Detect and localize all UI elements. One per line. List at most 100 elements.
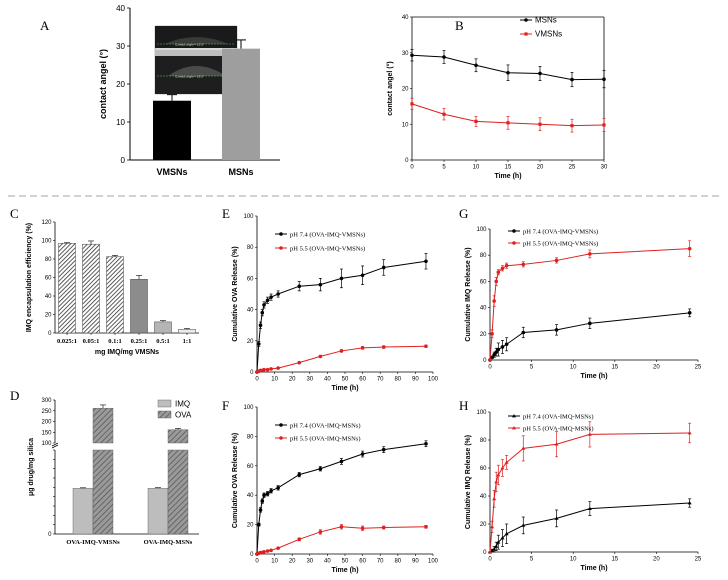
data-point	[494, 480, 499, 484]
x-axis-label: Time (h)	[580, 565, 607, 572]
data-point	[490, 332, 494, 336]
y-tick-label: 80	[45, 257, 52, 263]
data-point	[687, 311, 692, 315]
x-tick-label: 10	[570, 557, 577, 563]
x-tick-label: 40	[324, 559, 331, 565]
data-point	[588, 321, 592, 326]
data-point	[521, 446, 526, 450]
y-tick-label: 40	[402, 15, 409, 21]
data-point	[258, 508, 263, 512]
chart-H: 0 5 10 15 20 25 0 20 40 60 80 100 Time (h) Cumulative…	[465, 410, 702, 572]
x-tick-label: 10	[271, 377, 278, 383]
bar-0.1:1	[106, 256, 124, 334]
data-point	[269, 367, 273, 371]
data-point	[424, 525, 428, 529]
x-tick-label: 20	[289, 377, 296, 383]
y-axis-label: contact angel (°)	[98, 49, 108, 119]
y-tick-label: 60	[45, 276, 52, 282]
data-point	[381, 265, 386, 270]
bar-1:1	[178, 329, 196, 334]
x-tick-label: 0	[255, 559, 259, 565]
data-point	[500, 536, 505, 540]
y-tick-label: 100	[243, 405, 254, 411]
y-tick-label: 100	[41, 441, 52, 447]
bar-IMQ	[147, 488, 169, 535]
data-point	[339, 276, 344, 281]
legend-marker	[512, 426, 516, 430]
data-point	[490, 524, 495, 529]
chart-G: 0 5 10 15 20 25 0 20 40 60 80 100 Time (h) Cumulative…	[465, 227, 702, 380]
x-axis-label: mg IMQ/mg VMSNs	[95, 349, 159, 356]
y-tick-label: 0	[121, 156, 126, 165]
data-point	[381, 525, 386, 530]
x-tick-label: 25	[695, 365, 702, 371]
y-tick-label: 10	[116, 118, 125, 127]
bar-VMSNs	[153, 100, 191, 160]
data-point	[602, 123, 606, 127]
y-tick-label: 20	[247, 339, 254, 345]
data-point	[500, 266, 505, 271]
x-tick-label: 25	[695, 557, 702, 563]
x-tick-label: 40	[324, 377, 331, 383]
x-tick-label: 15	[505, 165, 512, 171]
data-point	[424, 344, 428, 349]
data-point	[492, 352, 496, 357]
legend-label: pH 5.5 (OVA-IMQ-MSNs)	[523, 425, 593, 432]
bar-0.5:1	[154, 321, 172, 334]
x-tick-label: 25	[569, 165, 576, 171]
legend-label: IMQ	[175, 399, 190, 408]
x-tick-label: 90	[412, 559, 419, 565]
data-point	[554, 328, 559, 332]
panel-label-H: H	[459, 398, 468, 413]
data-point	[488, 550, 492, 554]
x-tick-label: 80	[394, 377, 401, 383]
y-axis-label: IMQ encapsulation efficiency (%)	[26, 223, 33, 332]
data-point	[474, 119, 478, 123]
data-point	[521, 330, 526, 335]
bar-OVA-upper	[92, 407, 114, 444]
y-tick-label: 80	[480, 438, 487, 444]
y-axis-label: Cumulative IMQ Release (%)	[465, 435, 472, 529]
y-tick-label: 40	[480, 306, 487, 312]
bar-0.05:1	[82, 243, 100, 334]
data-point	[265, 491, 270, 496]
y-tick-label: 0	[483, 550, 487, 556]
data-point	[588, 252, 592, 256]
x-tick-label: 80	[394, 559, 401, 565]
series-line-2	[489, 248, 690, 361]
data-point	[269, 295, 273, 299]
data-point	[442, 112, 446, 116]
legend-label: MSNs	[535, 15, 557, 24]
data-point	[474, 63, 478, 68]
y-tick-label: 80	[480, 253, 487, 259]
y-tick-label: 40	[480, 494, 487, 500]
y-tick-label: 60	[247, 464, 254, 470]
data-point	[262, 303, 266, 307]
y-tick-label: 200	[41, 420, 52, 426]
data-point	[570, 77, 574, 82]
panel-label-F: F	[222, 398, 229, 413]
data-point	[570, 124, 574, 128]
x-tick-label: 30	[306, 377, 313, 383]
x-tick-label: 0	[410, 165, 414, 171]
x-tick-label: 5	[530, 365, 534, 371]
data-point	[492, 496, 497, 501]
data-point	[360, 526, 365, 531]
y-tick-label: 0	[483, 358, 487, 364]
x-tick-label: 90	[412, 377, 419, 383]
data-point	[297, 472, 302, 477]
data-point	[269, 548, 273, 553]
y-tick-label: 0	[48, 532, 52, 538]
data-point	[687, 246, 692, 251]
data-point	[381, 447, 386, 452]
panel-label-G: G	[459, 206, 468, 221]
y-tick-label: 60	[480, 466, 487, 472]
data-point	[488, 358, 492, 362]
chart-A: 0 10 20 30 40 contact angel (°) VMSNs MSNs	[98, 4, 280, 177]
data-point	[360, 273, 365, 278]
y-tick-label: 30	[402, 51, 409, 57]
data-point	[521, 262, 526, 267]
legend-label: VMSNs	[535, 29, 562, 38]
bar-0.025:1	[58, 243, 76, 334]
category-label: 0.1:1	[108, 338, 122, 345]
